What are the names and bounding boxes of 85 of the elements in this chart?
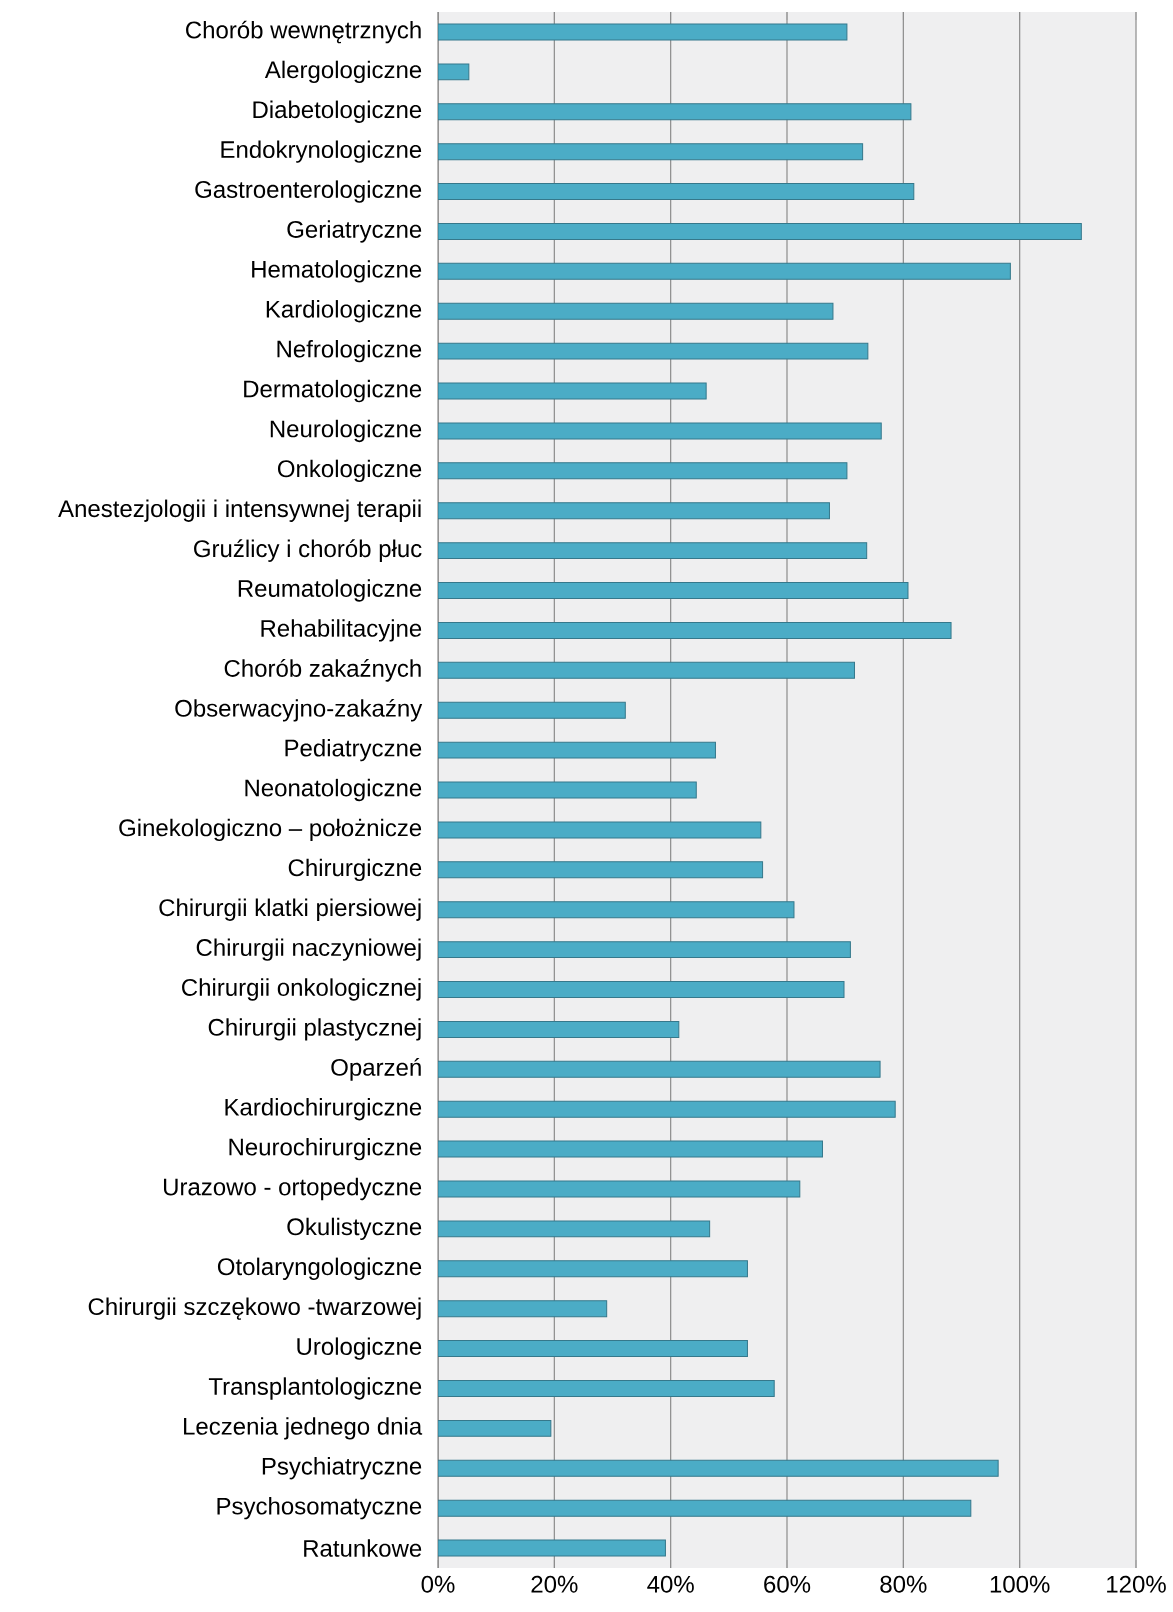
bar <box>438 502 830 520</box>
y-tick-label: Neurologiczne <box>270 419 422 443</box>
x-tick-label: 0% <box>421 1575 455 1593</box>
y-tick-label: Psychiatryczne <box>262 1457 422 1480</box>
bar <box>438 1499 972 1517</box>
bar <box>438 382 707 400</box>
y-tick-label: Ginekologiczno – położnicze <box>119 818 422 842</box>
bar <box>438 63 470 81</box>
bar <box>438 701 626 719</box>
y-tick-label: Urologiczne <box>297 1337 422 1360</box>
bar <box>438 981 845 998</box>
y-tick-label: Chirurgii klatki piersiowej <box>159 898 421 921</box>
bar <box>438 143 864 161</box>
bar <box>438 1340 748 1358</box>
bar <box>438 183 915 201</box>
bar <box>438 1060 881 1078</box>
bar <box>438 1260 748 1278</box>
y-tick-label: Chirurgii naczyniowej <box>196 938 421 961</box>
bar <box>438 1459 999 1477</box>
y-tick-label: Alergologiczne <box>264 60 422 84</box>
y-tick-label: Endokrynologiczne <box>221 140 422 163</box>
y-tick-label: Dermatologiczne <box>244 379 422 403</box>
y-tick-label: Chorób zakaźnych <box>224 659 421 682</box>
bar <box>438 1100 896 1118</box>
bar <box>438 302 834 320</box>
bar <box>438 222 1082 240</box>
bar <box>438 262 1011 280</box>
y-tick-label: Onkologiczne <box>277 459 422 483</box>
y-tick-label: Kardiologiczne <box>266 300 422 323</box>
y-tick-label: Psychosomatyczne <box>217 1497 422 1520</box>
y-tick-label: Okulistyczne <box>287 1217 422 1241</box>
bar <box>438 741 716 759</box>
y-tick-label: Urazowo - ortopedyczne <box>163 1177 422 1201</box>
y-tick-label: Chorób wewnętrznych <box>186 20 421 44</box>
bar <box>438 661 855 679</box>
y-tick-label: Gastroenterologiczne <box>195 180 422 203</box>
x-tick-label: 120% <box>1107 1575 1166 1593</box>
y-tick-label: Obserwacyjno-zakaźny <box>175 698 423 722</box>
bar <box>438 342 869 360</box>
bar <box>438 103 912 121</box>
bar <box>438 861 764 879</box>
x-tick-label: 20% <box>531 1575 578 1593</box>
y-tick-label: Anestezjologii i intensywnej terapii <box>58 499 421 522</box>
y-tick-label: Rehabilitacyjne <box>261 619 422 642</box>
y-tick-label: Reumatologiczne <box>238 579 422 602</box>
bar <box>438 23 848 41</box>
y-tick-label: Otolaryngologiczne <box>217 1257 422 1280</box>
y-tick-label: Neonatologiczne <box>245 778 422 802</box>
bar <box>438 582 909 600</box>
y-tick-label: Ratunkowe <box>304 1539 422 1557</box>
y-tick-label: Leczenia jednego dnia <box>184 1417 423 1440</box>
y-tick-label: Pediatryczne <box>285 738 422 762</box>
bar <box>438 1300 608 1318</box>
bar <box>438 1380 775 1397</box>
x-tick-label: 80% <box>880 1575 927 1593</box>
y-tick-label: Oparzeń <box>331 1057 421 1081</box>
bar <box>438 621 952 639</box>
y-tick-label: Chirurgiczne <box>288 858 422 881</box>
bar <box>438 781 697 799</box>
y-tick-label: Hematologiczne <box>252 260 422 283</box>
bar <box>438 1180 801 1198</box>
y-tick-label: Geriatryczne <box>287 220 422 243</box>
y-tick-label: Gruźlicy i chorób płuc <box>194 539 422 562</box>
bar <box>438 1539 666 1557</box>
y-tick-label: Transplantologiczne <box>208 1377 422 1400</box>
bar <box>438 941 851 959</box>
bar <box>438 1220 711 1238</box>
bar <box>438 542 868 560</box>
bar <box>438 462 848 480</box>
x-tick-label: 100% <box>990 1575 1050 1593</box>
x-tick-label: 40% <box>647 1575 694 1593</box>
y-tick-label: Chirurgii plastycznej <box>208 1018 421 1041</box>
bar <box>438 901 795 919</box>
y-tick-label: Neurochirurgiczne <box>229 1137 422 1161</box>
x-tick-label: 60% <box>764 1575 811 1593</box>
y-tick-label: Chirurgii onkologicznej <box>182 978 421 1001</box>
bar <box>438 821 762 839</box>
bar <box>438 422 882 440</box>
y-tick-label: Diabetologiczne <box>253 100 422 123</box>
bar <box>438 1419 552 1437</box>
bar <box>438 1020 680 1038</box>
y-tick-label: Kardiochirurgiczne <box>225 1098 422 1121</box>
y-tick-label: Nefrologiczne <box>277 339 422 363</box>
y-tick-label: Chirurgii szczękowo -twarzowej <box>88 1297 421 1320</box>
bar <box>438 1140 823 1158</box>
